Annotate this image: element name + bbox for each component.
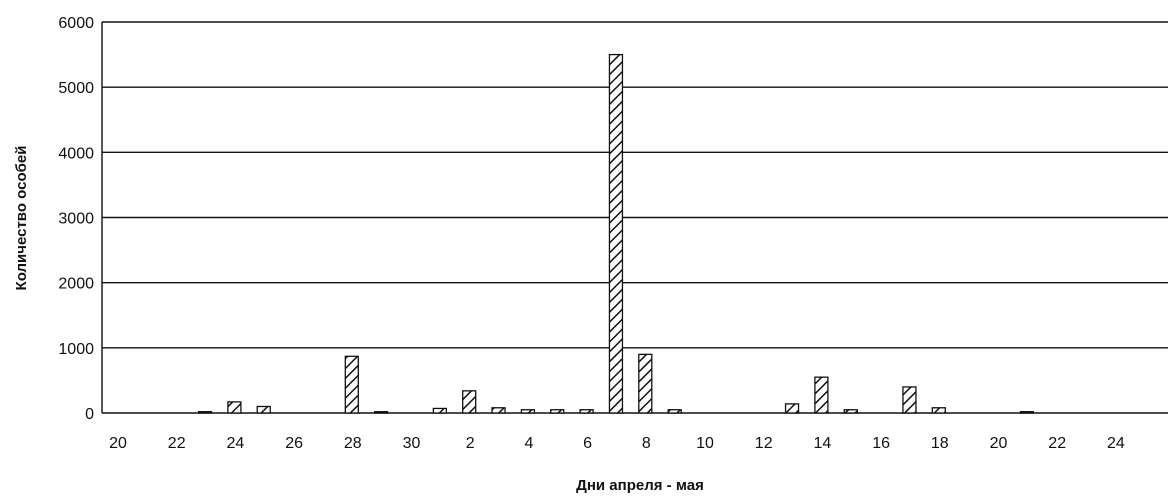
x-tick-label: 20 (109, 435, 127, 452)
bar (814, 376, 829, 414)
x-tick-label: 2 (466, 435, 475, 452)
bar (579, 409, 594, 414)
x-tick-label: 22 (168, 435, 186, 452)
bars (197, 53, 1034, 414)
x-tick-label: 28 (344, 435, 362, 452)
grid-lines (101, 21, 1168, 414)
x-tick-label: 22 (1048, 435, 1066, 452)
y-tick-label: 3000 (58, 211, 94, 228)
bar (344, 355, 359, 414)
x-axis-title: Дни апреля - мая (576, 477, 704, 494)
x-tick-label: 30 (403, 435, 421, 452)
bar (784, 403, 800, 414)
y-axis-title: Количество особей (13, 146, 30, 291)
y-tick-label: 6000 (58, 15, 94, 32)
x-tick-label: 20 (990, 435, 1008, 452)
bar (373, 411, 389, 414)
bar (432, 407, 448, 414)
bar (491, 407, 506, 414)
bar (1019, 411, 1034, 414)
bar (902, 386, 917, 414)
bar (256, 405, 271, 414)
bar (931, 407, 946, 414)
x-tick-label: 24 (227, 435, 245, 452)
bar (520, 409, 536, 414)
x-tick-label: 8 (642, 435, 651, 452)
bar (638, 353, 653, 414)
y-tick-label: 0 (85, 406, 94, 423)
x-tick-label: 12 (755, 435, 773, 452)
bar (197, 411, 213, 414)
bar (667, 409, 682, 414)
x-tick-label: 18 (931, 435, 949, 452)
bar (227, 401, 242, 414)
x-axis-ticks: 20 22 24 26 28 30 2 4 6 8 10 12 14 16 18 20 22 24 (109, 435, 1125, 452)
bar (608, 53, 624, 414)
x-tick-label: 16 (872, 435, 890, 452)
y-tick-label: 1000 (58, 341, 94, 358)
bar (462, 390, 477, 414)
y-tick-label: 2000 (58, 276, 94, 293)
x-tick-label: 14 (814, 435, 832, 452)
x-tick-label: 26 (285, 435, 303, 452)
x-tick-label: 24 (1107, 435, 1125, 452)
x-tick-label: 6 (583, 435, 592, 452)
bar (843, 409, 858, 414)
y-axis-ticks: 0 1000 2000 3000 4000 5000 6000 (58, 15, 94, 423)
bar (550, 409, 565, 414)
x-tick-label: 4 (524, 435, 533, 452)
y-tick-label: 4000 (58, 145, 94, 162)
x-tick-label: 10 (696, 435, 714, 452)
y-tick-label: 5000 (58, 80, 94, 97)
